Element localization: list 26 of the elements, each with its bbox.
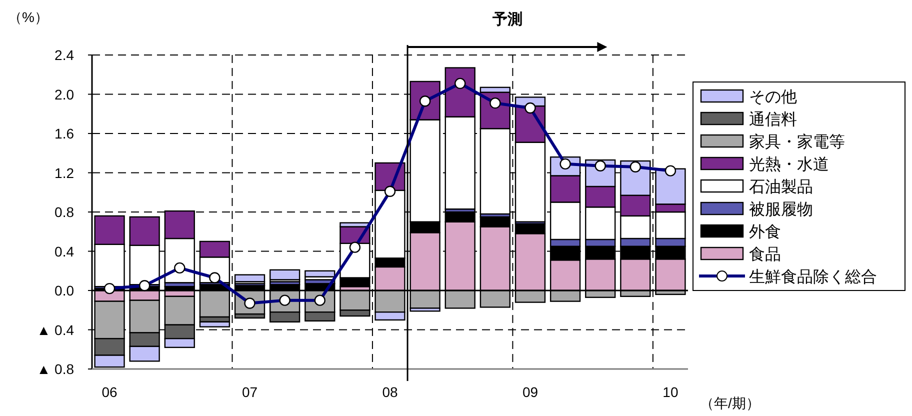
x-tick-label: 08	[382, 384, 398, 400]
legend-label: 生鮮食品除く総合	[749, 268, 877, 286]
y-tick-label: 1.6	[54, 126, 74, 142]
text: 予測	[491, 11, 522, 28]
legend-label: 石油製品	[749, 178, 813, 196]
legend-label: 光熱・水道	[749, 156, 829, 174]
legend-label: 食品	[749, 246, 781, 264]
y-tick-label: 0.8	[54, 204, 74, 220]
y-axis-title: （%）	[8, 9, 48, 25]
legend-label: 通信料	[749, 110, 797, 128]
y-tick-label: 2.0	[54, 86, 74, 102]
legend-label: 家具・家電等	[749, 133, 845, 151]
y-tick-label: 0.0	[54, 282, 74, 298]
y-tick-label: 1.2	[54, 164, 74, 181]
legend-label: 被服履物	[749, 200, 813, 218]
legend-label: 外食	[749, 223, 781, 241]
y-tick-label: 2.4	[54, 47, 74, 63]
x-tick-label: 07	[242, 384, 258, 400]
x-tick-label: 10	[662, 384, 678, 400]
x-tick-label: 09	[522, 384, 538, 400]
x-axis-title: （年/期）	[700, 395, 760, 411]
y-tick-label: 0.4	[54, 243, 74, 260]
x-tick-label: 06	[102, 384, 118, 400]
legend-label: その他	[749, 89, 797, 106]
y-tick-label: ▲ 0.4	[36, 322, 74, 338]
y-tick-label: ▲ 0.8	[36, 361, 74, 377]
